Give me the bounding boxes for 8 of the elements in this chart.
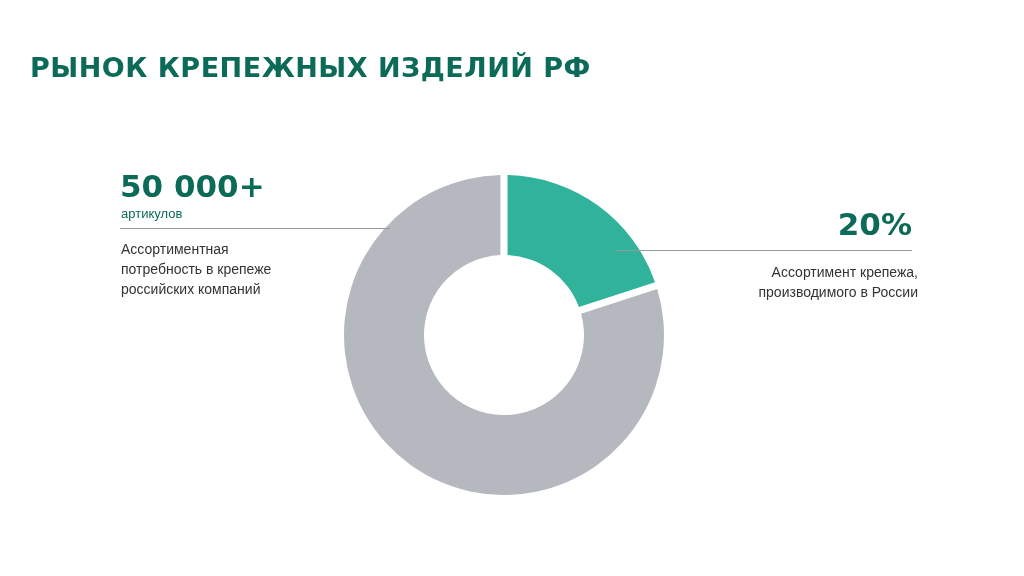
text: 50 000+ (120, 168, 265, 204)
donut-slice (344, 175, 664, 495)
text: артикулов (121, 206, 183, 221)
donut-slice (507, 175, 656, 307)
text: Ассортиментная потребность в крепеже российских компаний (121, 240, 273, 299)
data-label: 20% (837, 206, 912, 242)
chart-title: РЫНОК КРЕПЕЖНЫХ ИЗДЕЛИЙ РФ (30, 52, 591, 83)
slice-label: Ассортимент крепежа, производимого в России (757, 263, 918, 302)
